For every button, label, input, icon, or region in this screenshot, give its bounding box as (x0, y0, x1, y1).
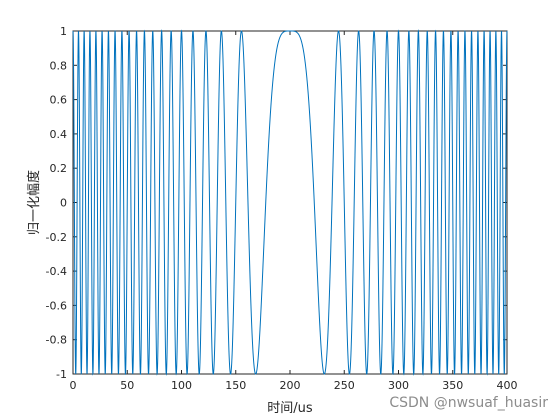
x-tick-label: 350 (442, 379, 463, 392)
y-tick-label: -0.6 (46, 299, 67, 312)
y-axis-label: 归一化幅度 (26, 170, 42, 235)
x-tick-label: 300 (388, 379, 409, 392)
y-tick-label: 0 (60, 197, 67, 210)
x-tick-label: 0 (70, 379, 77, 392)
y-tick-label: -0.8 (46, 334, 67, 347)
x-tick-label: 200 (280, 379, 301, 392)
x-axis-label: 时间/us (267, 401, 313, 416)
x-axis-ticks: 0 50 100 150 200 250 300 350 400 (70, 31, 518, 392)
x-tick-label: 50 (120, 379, 134, 392)
y-tick-label: -0.2 (46, 231, 67, 244)
y-tick-label: 0.4 (50, 128, 68, 141)
y-axis-ticks: -1 -0.8 -0.6 -0.4 -0.2 0 0.2 0.4 0.6 0.8 1 (46, 25, 507, 381)
y-tick-label: 1 (60, 25, 67, 38)
y-tick-label: 0.6 (50, 94, 68, 107)
watermark: CSDN @nwsuaf_huasir (389, 395, 548, 411)
y-tick-label: 0.2 (50, 162, 68, 175)
y-tick-label: -0.4 (46, 265, 67, 278)
series-line (72, 29, 508, 376)
x-tick-label: 150 (225, 379, 246, 392)
x-tick-label: 250 (334, 379, 355, 392)
x-tick-label: 100 (171, 379, 192, 392)
y-tick-label: 0.8 (50, 59, 68, 72)
x-tick-label: 400 (497, 379, 518, 392)
y-tick-label: -1 (56, 368, 67, 381)
